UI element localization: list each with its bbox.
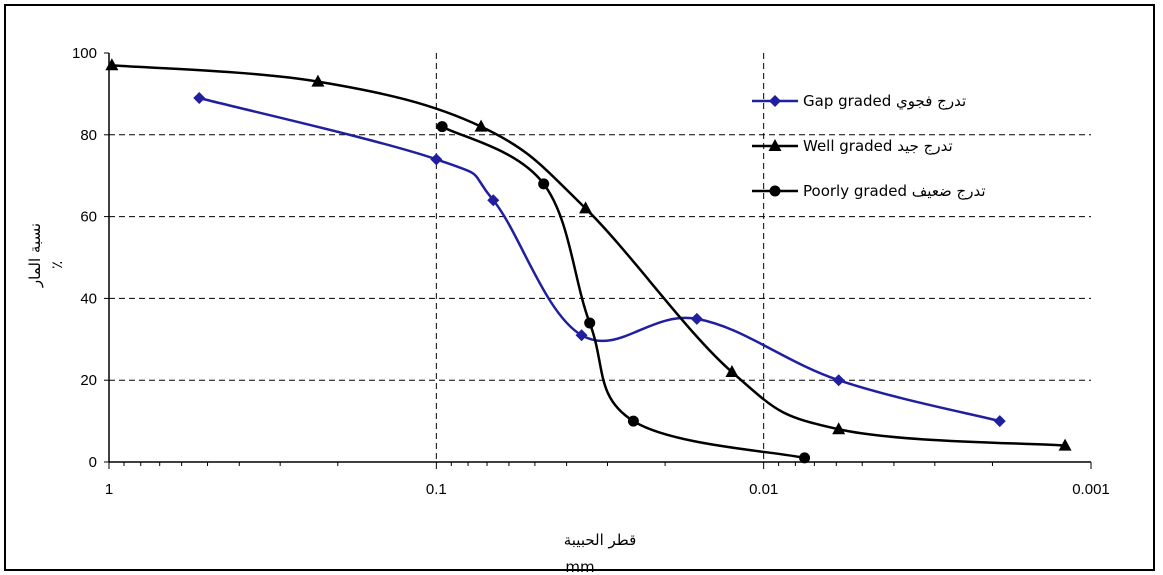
y-tick-label: 20 bbox=[80, 372, 97, 389]
data-point-triangle bbox=[311, 74, 325, 87]
data-point-triangle bbox=[105, 58, 119, 71]
data-point-circle bbox=[584, 317, 596, 329]
data-point-diamond bbox=[430, 153, 443, 166]
x-tick-label: 0.01 bbox=[749, 481, 778, 498]
data-point-triangle bbox=[1058, 438, 1072, 451]
y-tick-label: 60 bbox=[80, 209, 97, 226]
x-tick-label: 0.1 bbox=[426, 481, 447, 498]
legend-marker-diamond bbox=[769, 95, 781, 107]
series-layer bbox=[105, 58, 1072, 464]
data-point-diamond bbox=[690, 312, 703, 325]
legend-label: Well graded تدرج جيد bbox=[803, 137, 953, 156]
x-tick-label: 1 bbox=[105, 481, 113, 498]
x-axis-unit: mm bbox=[565, 558, 594, 575]
data-point-diamond bbox=[487, 194, 500, 207]
data-point-triangle bbox=[832, 422, 846, 435]
legend-marker-circle bbox=[769, 185, 781, 197]
x-tick-label: 0.001 bbox=[1072, 481, 1110, 498]
data-point-diamond bbox=[575, 329, 588, 342]
axis-layer: 0 20 40 60 80 100 1 0.1 0.01 0.001 bbox=[72, 45, 1110, 498]
legend-label: Poorly graded تدرج ضعيف bbox=[803, 182, 986, 201]
data-point-diamond bbox=[993, 415, 1006, 428]
grid-layer bbox=[109, 53, 1091, 462]
y-tick-label: 40 bbox=[80, 290, 97, 307]
data-point-triangle bbox=[579, 201, 593, 214]
data-point-diamond bbox=[832, 374, 845, 387]
data-point-circle bbox=[627, 415, 639, 427]
data-point-circle bbox=[538, 178, 550, 190]
y-axis-unit: ٪ bbox=[48, 261, 66, 269]
legend: Gap graded تدرج فجوي Well graded تدرج جيد… bbox=[752, 92, 986, 201]
y-tick-label: 100 bbox=[72, 45, 97, 62]
data-point-diamond bbox=[193, 91, 206, 104]
data-point-circle bbox=[436, 121, 448, 133]
x-axis-label: قطر الحبيبة bbox=[564, 531, 637, 549]
y-axis-label: نسبة المار bbox=[26, 223, 44, 288]
legend-label: Gap graded تدرج فجوي bbox=[803, 92, 966, 111]
series-line-triangle bbox=[111, 64, 1066, 447]
y-tick-label: 80 bbox=[80, 127, 97, 144]
data-point-triangle bbox=[474, 119, 488, 132]
data-point-circle bbox=[799, 452, 811, 464]
data-point-triangle bbox=[725, 365, 739, 378]
y-tick-label: 0 bbox=[89, 454, 97, 471]
series-line-circle bbox=[441, 125, 805, 460]
legend-marker-triangle bbox=[768, 139, 782, 151]
